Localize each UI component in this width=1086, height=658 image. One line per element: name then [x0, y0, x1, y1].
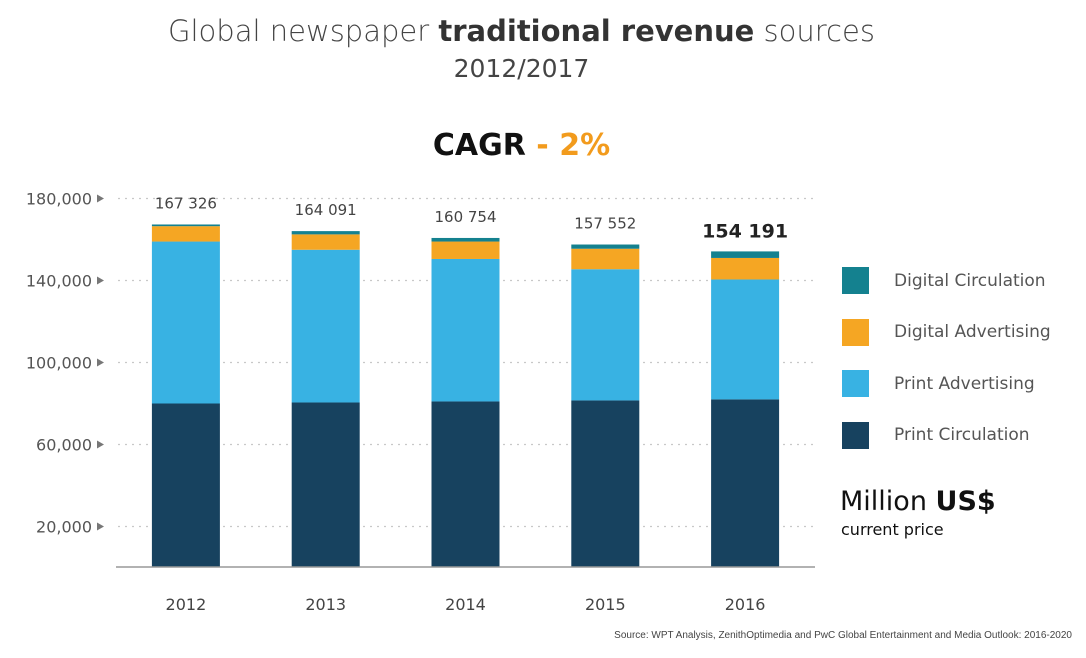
bar-segment-digital-advertising — [291, 234, 360, 250]
x-tick-label: 2015 — [585, 595, 626, 614]
x-tick-label: 2016 — [725, 595, 766, 614]
y-tick-label: 140,000 — [26, 272, 92, 291]
bar-segment-print-advertising — [711, 279, 780, 400]
stacked-bar-chart: 20,000 60,000 100,000 140,000 180,000 167 326… — [26, 190, 815, 614]
data-label-total: 167 326 — [155, 194, 217, 212]
bar-segment-digital-circulation — [571, 244, 640, 249]
legend-swatch-print-circulation — [842, 421, 869, 449]
legend-label-digital-advertising: Digital Advertising — [894, 322, 1051, 343]
x-tick-label: 2014 — [445, 595, 486, 614]
bar-segment-print-advertising — [431, 258, 500, 402]
legend-item-print-circulation: Print Circulation — [842, 410, 1051, 462]
data-label-total: 157 552 — [574, 215, 636, 233]
bar-segment-print-circulation — [431, 401, 500, 567]
legend-swatch-print-advertising — [842, 370, 869, 398]
y-tick-marker — [97, 358, 104, 367]
chart-subtitle: 2012/2017 — [453, 54, 590, 83]
source-note: Source: WPT Analysis, ZenithOptimedia an… — [614, 630, 1072, 641]
bar-segment-print-circulation — [571, 400, 640, 567]
y-tick-label: 180,000 — [26, 190, 92, 209]
bar-segment-print-circulation — [711, 399, 780, 567]
bar-segment-print-advertising — [291, 249, 360, 403]
y-tick-label: 20,000 — [36, 518, 92, 537]
bar-segment-print-advertising — [571, 269, 640, 401]
unit-sublabel: current price — [841, 520, 944, 539]
cagr-label: CAGR - 2% — [0, 128, 1043, 163]
bar-segment-digital-advertising — [711, 257, 780, 280]
y-tick-marker — [97, 522, 104, 531]
legend-item-digital-circulation: Digital Circulation — [842, 255, 1051, 307]
bar-segment-digital-circulation — [291, 231, 360, 235]
legend-swatch-digital-circulation — [842, 267, 869, 295]
x-tick-label: 2013 — [305, 595, 346, 614]
data-label-total: 160 754 — [434, 208, 496, 226]
bar-segment-print-circulation — [291, 402, 360, 567]
cagr-value: - 2% — [536, 128, 611, 163]
chart-legend: Digital Circulation Digital Advertising … — [842, 255, 1051, 461]
chart-title: Global newspaper traditional revenue sou… — [168, 14, 875, 48]
y-tick-marker — [97, 440, 104, 449]
bar-segment-digital-advertising — [431, 241, 500, 259]
bar-segment-digital-advertising — [571, 248, 640, 270]
legend-label-digital-circulation: Digital Circulation — [894, 270, 1046, 291]
bar-segment-digital-circulation — [431, 237, 500, 242]
legend-label-print-advertising: Print Advertising — [894, 373, 1035, 394]
x-tick-label: 2012 — [166, 595, 207, 614]
bar-segment-digital-circulation — [711, 251, 780, 258]
data-label-total: 154 191 — [702, 220, 788, 242]
cagr-text: CAGR — [432, 128, 526, 163]
bar-segment-digital-advertising — [151, 226, 220, 242]
y-tick-marker — [97, 194, 104, 203]
bar-segment-print-circulation — [151, 403, 220, 567]
bar-segment-print-advertising — [151, 241, 220, 404]
y-tick-label: 100,000 — [26, 354, 92, 373]
legend-swatch-digital-advertising — [842, 318, 869, 346]
y-tick-marker — [97, 276, 104, 285]
legend-item-digital-advertising: Digital Advertising — [842, 307, 1051, 359]
y-tick-label: 60,000 — [36, 436, 92, 455]
legend-item-print-advertising: Print Advertising — [842, 358, 1051, 410]
unit-label: Million US$ — [840, 486, 996, 517]
data-label-total: 164 091 — [295, 201, 357, 219]
legend-label-print-circulation: Print Circulation — [894, 425, 1030, 446]
bar-segment-digital-circulation — [151, 224, 220, 227]
